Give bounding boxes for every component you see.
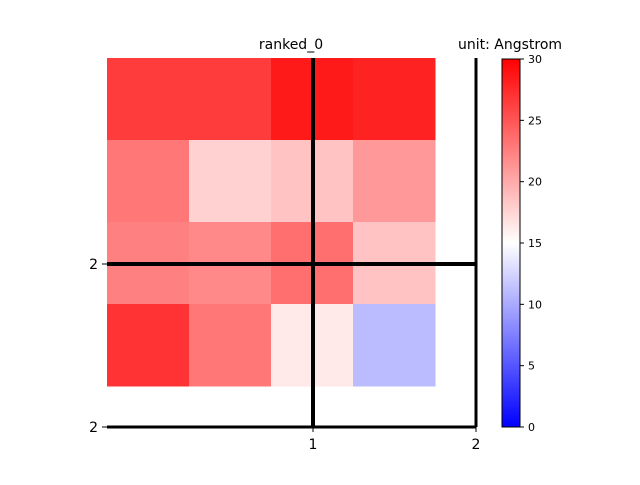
heatmap-cells [107, 58, 436, 387]
x-tick-label: 2 [472, 437, 481, 453]
x-tick-label: 1 [309, 437, 318, 453]
chart-title: ranked_0 [259, 37, 323, 53]
colorbar-tick-label: 30 [528, 53, 542, 66]
heatmap-cell [353, 140, 436, 223]
colorbar-ticks: 0 5 10 15 20 25 30 [520, 53, 542, 434]
unit-label: unit: Angstrom [458, 37, 562, 53]
heatmap-cell [189, 140, 272, 223]
colorbar-tick-label: 5 [528, 360, 535, 373]
x-axis-ticks: 1 2 [309, 427, 481, 453]
heatmap-cell [353, 304, 436, 387]
colorbar-tick-label: 15 [528, 237, 542, 250]
heatmap-cell [107, 140, 190, 223]
colorbar-tick-label: 20 [528, 176, 542, 189]
colorbar-tick-label: 10 [528, 298, 542, 311]
colorbar-gradient [501, 58, 521, 428]
heatmap-cell [189, 304, 272, 387]
y-axis-ticks: 2 2 [89, 257, 107, 436]
heatmap-cell [353, 58, 436, 141]
colorbar: 0 5 10 15 20 25 30 [501, 53, 542, 434]
heatmap-cell [107, 304, 190, 387]
colorbar-tick-label: 0 [528, 421, 535, 434]
heatmap-cell [189, 58, 272, 141]
y-tick-label: 2 [89, 257, 98, 273]
heatmap-cell [107, 58, 190, 141]
grid-lines [107, 58, 478, 429]
y-tick-label: 2 [89, 420, 98, 436]
colorbar-tick-label: 25 [528, 114, 542, 127]
